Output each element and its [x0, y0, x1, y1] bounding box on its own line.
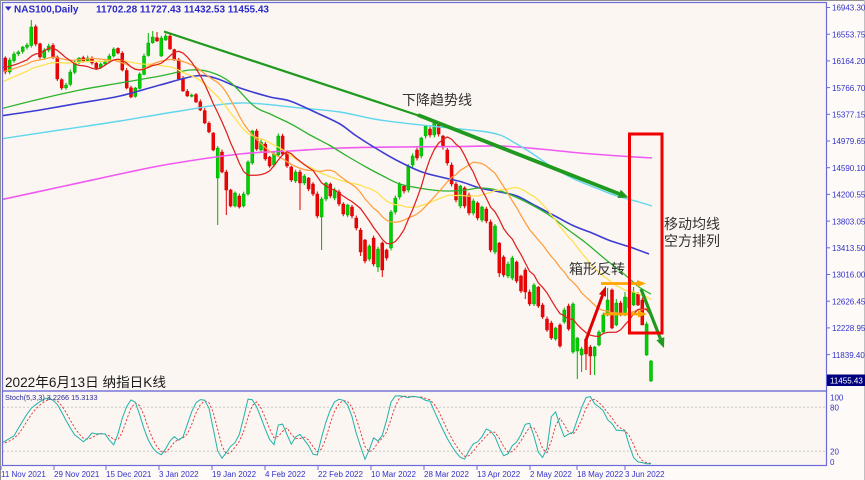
svg-text:14200.55: 14200.55 [832, 191, 865, 200]
svg-text:80: 80 [830, 403, 839, 412]
svg-text:4 Feb 2022: 4 Feb 2022 [265, 470, 306, 479]
svg-text:14979.65: 14979.65 [832, 137, 865, 146]
svg-text:Stoch(5,3,3) 3.2266 15.3133: Stoch(5,3,3) 3.2266 15.3133 [5, 393, 98, 402]
svg-text:18 May 2022: 18 May 2022 [577, 470, 624, 479]
svg-text:13016.00: 13016.00 [832, 271, 865, 280]
svg-text:28 Mar 2022: 28 Mar 2022 [424, 470, 469, 479]
svg-text:空方排列: 空方排列 [664, 233, 720, 249]
svg-text:0: 0 [830, 458, 835, 467]
svg-text:13 Apr 2022: 13 Apr 2022 [477, 470, 521, 479]
svg-text:16943.30: 16943.30 [832, 4, 865, 13]
svg-text:12228.95: 12228.95 [832, 324, 865, 333]
svg-text:20: 20 [830, 448, 839, 457]
svg-text:11455.43: 11455.43 [830, 377, 863, 386]
svg-text:19 Jan 2022: 19 Jan 2022 [212, 470, 257, 479]
svg-text:29 Nov 2021: 29 Nov 2021 [54, 470, 100, 479]
svg-text:3 Jun 2022: 3 Jun 2022 [625, 470, 665, 479]
svg-text:22 Feb 2022: 22 Feb 2022 [318, 470, 363, 479]
svg-text:13413.50: 13413.50 [832, 244, 865, 253]
svg-text:箱形反转: 箱形反转 [569, 261, 625, 277]
svg-text:下降趋势线: 下降趋势线 [402, 92, 472, 108]
svg-text:11839.40: 11839.40 [832, 351, 865, 360]
svg-text:10 Mar 2022: 10 Mar 2022 [371, 470, 416, 479]
svg-text:NAS100,Daily: NAS100,Daily [14, 5, 79, 16]
svg-text:13803.05: 13803.05 [832, 217, 865, 226]
svg-text:11702.28 11727.43 11432.53 114: 11702.28 11727.43 11432.53 11455.43 [96, 5, 269, 16]
svg-text:3 Jan 2022: 3 Jan 2022 [159, 470, 199, 479]
svg-text:移动均线: 移动均线 [664, 216, 720, 232]
svg-text:15766.70: 15766.70 [832, 84, 865, 93]
svg-text:16553.75: 16553.75 [832, 30, 865, 39]
svg-text:2022年6月13日 纳指日K线: 2022年6月13日 纳指日K线 [5, 375, 166, 390]
svg-text:16164.20: 16164.20 [832, 57, 865, 66]
svg-text:15377.15: 15377.15 [832, 111, 865, 120]
svg-text:12626.45: 12626.45 [832, 297, 865, 306]
svg-text:11 Nov 2021: 11 Nov 2021 [1, 470, 46, 479]
svg-text:100: 100 [830, 394, 844, 403]
svg-text:15 Dec 2021: 15 Dec 2021 [106, 470, 152, 479]
svg-text:14590.10: 14590.10 [832, 164, 865, 173]
svg-text:2 May 2022: 2 May 2022 [530, 470, 572, 479]
